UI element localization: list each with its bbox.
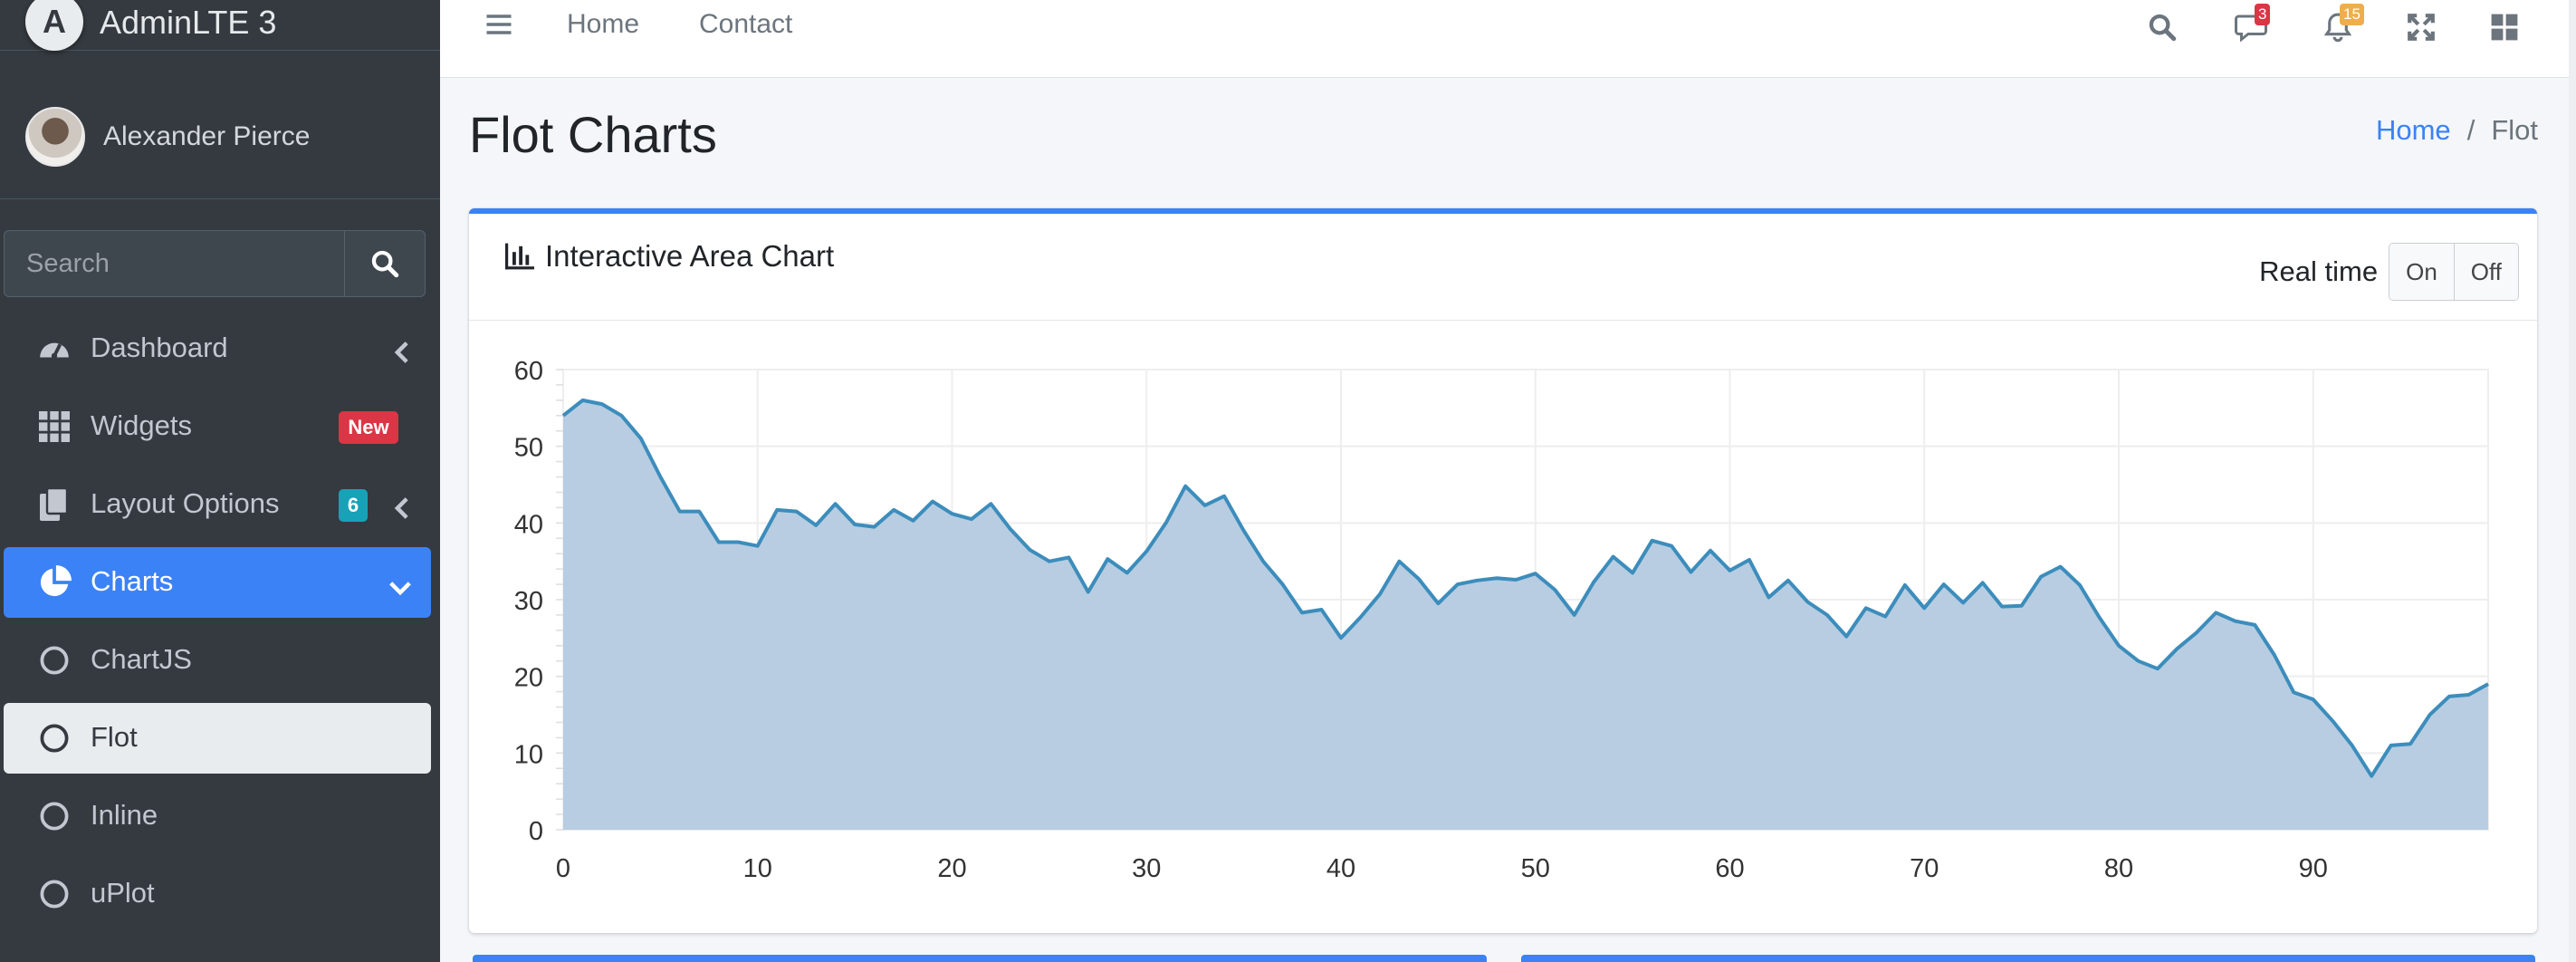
x-tick-label: 30	[1132, 854, 1161, 883]
next-card-edge	[1521, 955, 2535, 962]
card-header: Interactive Area Chart Real time On Off	[469, 214, 2537, 321]
x-tick-label: 80	[2104, 854, 2133, 883]
sidebar-item-flot[interactable]: Flot	[4, 703, 431, 774]
sidebar-item-label: Layout Options	[91, 487, 280, 519]
circle-icon	[36, 879, 72, 909]
brand-text: AdminLTE 3	[100, 4, 277, 41]
tachometer-icon	[36, 333, 72, 364]
realtime-on-button[interactable]: On	[2389, 244, 2454, 300]
nav-link-contact[interactable]: Contact	[699, 9, 793, 39]
notifications-icon[interactable]: 15	[2318, 4, 2364, 45]
sidebar-item-chartjs[interactable]: ChartJS	[4, 625, 431, 696]
copy-icon	[36, 488, 72, 521]
count-badge: 6	[339, 489, 368, 522]
card-title: Interactive Area Chart	[505, 239, 834, 274]
realtime-off-button[interactable]: Off	[2453, 244, 2518, 300]
messages-icon[interactable]: 3	[2231, 4, 2271, 45]
sidebar-item-label: Inline	[91, 799, 158, 831]
y-tick-label: 50	[514, 434, 543, 463]
messages-badge: 3	[2255, 4, 2271, 25]
sidebar: A AdminLTE 3 Alexander Pierce Dashboard …	[0, 0, 440, 962]
nav-link-home[interactable]: Home	[567, 9, 640, 39]
top-navbar: Home Contact 3 15	[440, 0, 2576, 78]
page-title: Flot Charts	[469, 106, 717, 163]
sidebar-item-label: Charts	[91, 565, 174, 597]
y-tick-label: 40	[514, 510, 543, 539]
sidebar-search-button[interactable]	[344, 230, 426, 297]
bar-chart-icon	[505, 243, 534, 270]
sidebar-item-label: Widgets	[91, 409, 192, 441]
new-badge: New	[339, 411, 398, 444]
realtime-button-group: On Off	[2389, 243, 2519, 301]
chevron-down-icon	[389, 572, 411, 604]
user-name[interactable]: Alexander Pierce	[103, 121, 311, 151]
series-line	[561, 398, 2489, 778]
y-tick-label: 30	[514, 587, 543, 616]
fullscreen-icon[interactable]	[2401, 9, 2441, 45]
sidebar-item-inline[interactable]: Inline	[4, 781, 431, 851]
x-tick-label: 40	[1326, 854, 1355, 883]
notifications-badge: 15	[2340, 4, 2364, 25]
breadcrumb-current: Flot	[2491, 114, 2538, 146]
x-tick-label: 0	[556, 854, 570, 883]
x-tick-label: 90	[2299, 854, 2328, 883]
avatar[interactable]	[25, 107, 85, 167]
sidebar-item-label: ChartJS	[91, 643, 192, 675]
card-title-text: Interactive Area Chart	[545, 239, 835, 273]
y-tick-label: 10	[514, 740, 543, 769]
y-tick-label: 60	[514, 357, 543, 386]
x-tick-label: 70	[1910, 854, 1939, 883]
series-area	[563, 399, 2488, 830]
sidebar-item-dashboard[interactable]: Dashboard	[4, 313, 431, 384]
sidebar-item-layout-options[interactable]: Layout Options 6	[4, 469, 431, 540]
breadcrumb: Home / Flot	[2376, 114, 2538, 147]
sidebar-item-label: uPlot	[91, 877, 155, 909]
pie-chart-icon	[36, 565, 72, 598]
sidebar-item-widgets[interactable]: Widgets New	[4, 391, 431, 462]
brand-link[interactable]: A AdminLTE 3	[0, 0, 440, 51]
y-tick-label: 0	[529, 817, 543, 846]
realtime-toggle: Real time On Off	[2259, 243, 2519, 301]
interactive-area-chart[interactable]: 0 10 20 30 40 50 60 0 10 20 30 40 50 60 70 80 90	[469, 335, 2524, 906]
sidebar-item-label: Flot	[91, 721, 138, 753]
circle-icon	[36, 801, 72, 832]
x-tick-label: 50	[1521, 854, 1550, 883]
sidebar-search	[4, 230, 426, 297]
circle-icon	[36, 645, 72, 676]
x-tick-label: 60	[1715, 854, 1744, 883]
grid-icon	[36, 411, 72, 442]
sidebar-search-input[interactable]	[4, 230, 344, 297]
sidebar-item-charts[interactable]: Charts	[4, 547, 431, 618]
chevron-left-icon	[393, 338, 411, 370]
circle-icon	[36, 723, 72, 754]
breadcrumb-home-link[interactable]: Home	[2375, 114, 2451, 146]
x-tick-label: 20	[937, 854, 966, 883]
brand-logo: A	[25, 0, 83, 51]
page-scrollbar[interactable]	[2569, 0, 2576, 962]
next-card-edge	[473, 955, 1487, 962]
user-panel: Alexander Pierce	[0, 94, 440, 199]
realtime-label: Real time	[2259, 255, 2379, 287]
chevron-left-icon	[393, 494, 411, 526]
sidebar-item-uplot[interactable]: uPlot	[4, 859, 431, 929]
menu-toggle-icon[interactable]	[485, 11, 512, 43]
search-icon	[371, 250, 399, 278]
x-tick-label: 10	[743, 854, 772, 883]
y-tick-label: 20	[514, 664, 543, 693]
sidebar-item-label: Dashboard	[91, 332, 228, 363]
breadcrumb-separator: /	[2466, 114, 2475, 146]
sidebar-menu: Dashboard Widgets New Layout Options 6 C…	[0, 313, 440, 937]
control-sidebar-icon[interactable]	[2485, 9, 2524, 45]
navbar-search-icon[interactable]	[2142, 9, 2182, 45]
